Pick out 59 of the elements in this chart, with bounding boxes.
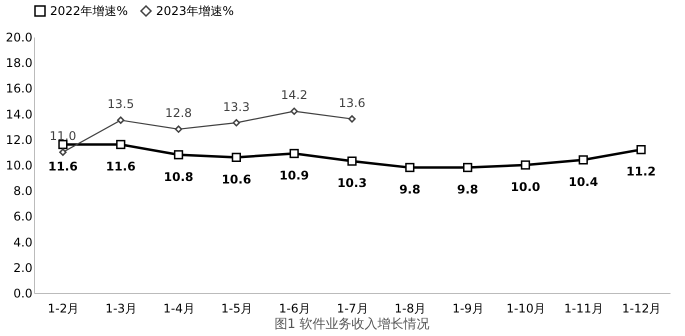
legend-label: 2023年增速% xyxy=(156,4,234,18)
y-tick-label: 8.0 xyxy=(13,184,32,198)
data-label: 11.2 xyxy=(626,164,656,179)
data-label: 12.8 xyxy=(165,106,192,120)
x-tick-label: 1-9月 xyxy=(452,302,484,316)
data-label: 11.6 xyxy=(48,160,78,174)
x-tick-label: 1-12月 xyxy=(622,302,662,316)
point xyxy=(347,156,357,166)
point xyxy=(348,115,356,123)
x-tick-label: 1-11月 xyxy=(564,302,604,316)
text: 图1 软件业务收入增长情况 xyxy=(274,317,430,332)
data-label: 13.5 xyxy=(107,97,134,112)
point xyxy=(58,140,68,150)
y-tick-label: 0.0 xyxy=(13,286,32,300)
x-tick-label: 1-8月 xyxy=(394,302,426,316)
y-tick-label: 20.0 xyxy=(6,30,32,44)
data-label: 10.6 xyxy=(222,172,252,186)
point xyxy=(290,108,298,115)
point xyxy=(116,140,126,150)
point xyxy=(463,162,472,172)
point xyxy=(520,160,530,170)
point xyxy=(59,148,67,156)
y-tick-label: 2.0 xyxy=(13,260,32,275)
point xyxy=(174,150,184,160)
x-tick-label: 1-7月 xyxy=(336,302,368,316)
data-label: 10.0 xyxy=(510,180,540,194)
data-label: 10.8 xyxy=(164,170,194,184)
data-label: 11.0 xyxy=(50,129,76,144)
x-tick-label: 1-2月 xyxy=(48,302,80,316)
point xyxy=(636,145,646,154)
point xyxy=(117,116,124,124)
x-tick-label: 1-6月 xyxy=(278,302,310,316)
point xyxy=(290,148,299,158)
x-tick-label: 1-10月 xyxy=(506,302,546,316)
y-tick-label: 18.0 xyxy=(6,56,32,70)
data-label: 9.8 xyxy=(399,182,420,197)
data-label: 14.2 xyxy=(280,88,308,102)
x-tick-label: 1-4月 xyxy=(163,302,195,316)
data-label: 10.3 xyxy=(337,176,367,190)
y-tick-label: 6.0 xyxy=(13,210,32,224)
y-tick-label: 14.0 xyxy=(6,107,32,122)
y-tick-label: 4.0 xyxy=(13,235,32,250)
point xyxy=(405,162,414,172)
data-label: 10.4 xyxy=(568,174,598,189)
x-tick-label: 1-3月 xyxy=(105,302,138,316)
data-label: 13.3 xyxy=(223,100,250,114)
y-tick-label: 12.0 xyxy=(6,132,32,147)
point xyxy=(232,119,240,126)
data-label: 11.6 xyxy=(106,160,136,174)
point xyxy=(174,125,182,133)
data-label: 13.6 xyxy=(338,96,366,110)
y-tick-label: 10.0 xyxy=(6,158,32,172)
data-label: 9.8 xyxy=(457,182,478,197)
y-tick-label: 16.0 xyxy=(6,82,32,96)
x-tick-label: 1-5月 xyxy=(221,302,253,316)
data-label: 10.9 xyxy=(279,168,309,182)
point xyxy=(232,152,241,162)
legend-label: 2022年增速% xyxy=(50,4,128,18)
point xyxy=(578,155,588,165)
